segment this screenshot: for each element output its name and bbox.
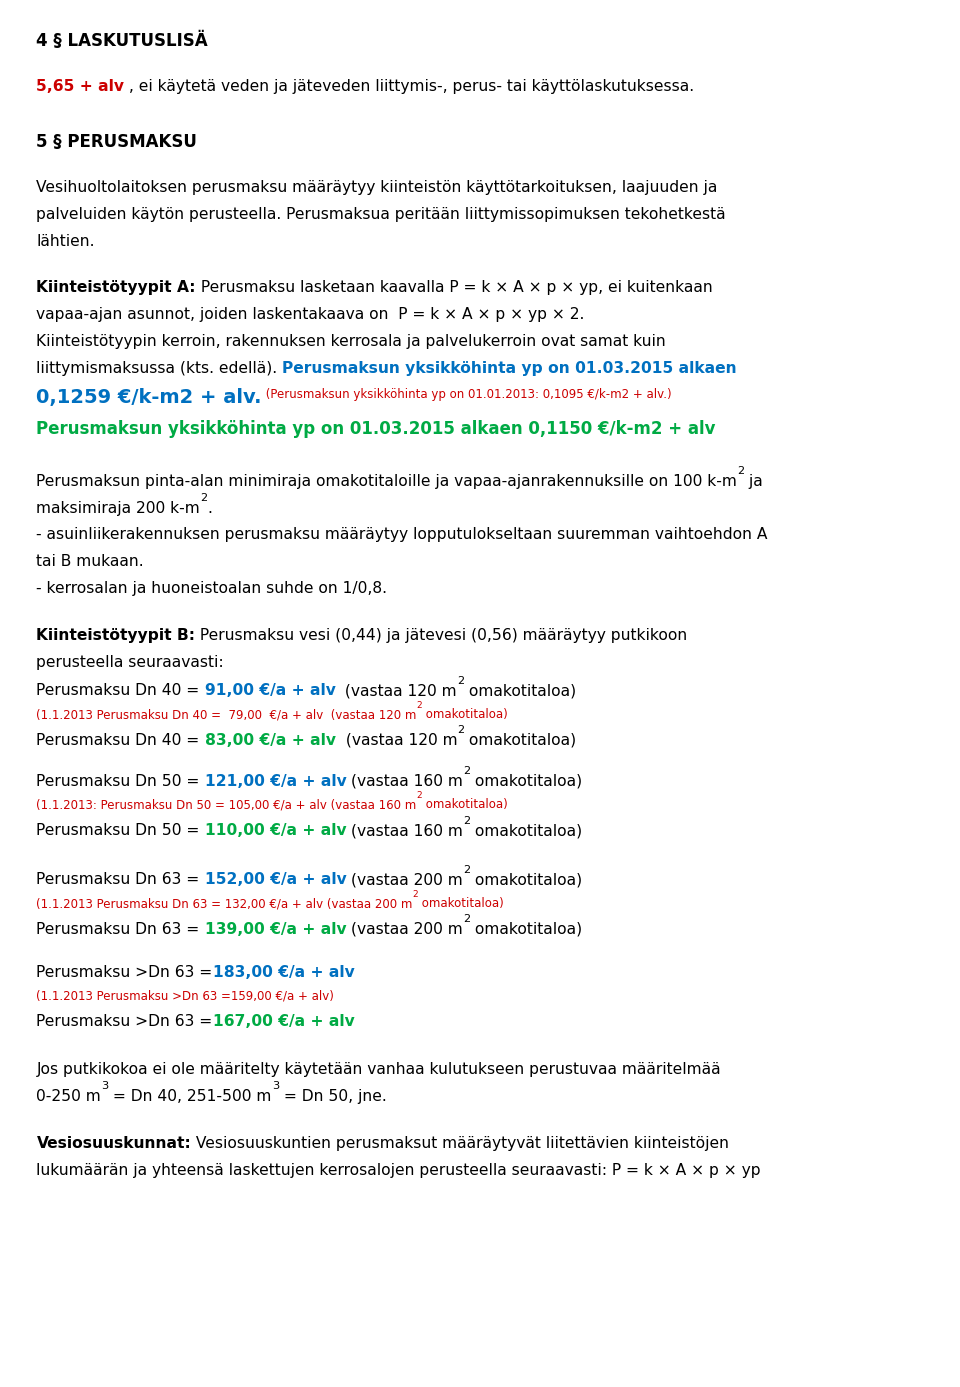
- Text: Perusmaksu >Dn 63 =: Perusmaksu >Dn 63 =: [36, 1014, 213, 1029]
- Text: (vastaa 120 m: (vastaa 120 m: [336, 732, 457, 748]
- Text: Perusmaksun yksikköhinta yp on 01.03.2015 alkaen: Perusmaksun yksikköhinta yp on 01.03.201…: [282, 361, 737, 376]
- Text: 83,00 €/a + alv: 83,00 €/a + alv: [204, 732, 336, 748]
- Text: 152,00 €/a + alv: 152,00 €/a + alv: [204, 872, 347, 888]
- Text: Perusmaksu Dn 63 =: Perusmaksu Dn 63 =: [36, 922, 204, 938]
- Text: (vastaa 200 m: (vastaa 200 m: [347, 922, 463, 938]
- Text: Perusmaksu Dn 63 =: Perusmaksu Dn 63 =: [36, 872, 204, 888]
- Text: 5,65 + alv: 5,65 + alv: [36, 79, 125, 94]
- Text: 91,00 €/a + alv: 91,00 €/a + alv: [204, 684, 335, 698]
- Text: Perusmaksu Dn 50 =: Perusmaksu Dn 50 =: [36, 822, 204, 838]
- Text: (vastaa 200 m: (vastaa 200 m: [347, 872, 463, 888]
- Text: , ei käytetä veden ja jäteveden liittymis-, perus- tai käyttölaskutuksessa.: , ei käytetä veden ja jäteveden liittymi…: [125, 79, 695, 94]
- Text: 110,00 €/a + alv: 110,00 €/a + alv: [204, 822, 347, 838]
- Text: Perusmaksun yksikköhinta yp on 01.03.2015 alkaen 0,1150 €/k-m2 + alv: Perusmaksun yksikköhinta yp on 01.03.201…: [36, 420, 716, 438]
- Text: (1.1.2013: Perusmaksu Dn 50 = 105,00 €/a + alv (vastaa 160 m: (1.1.2013: Perusmaksu Dn 50 = 105,00 €/a…: [36, 799, 417, 811]
- Text: = Dn 50, jne.: = Dn 50, jne.: [279, 1089, 387, 1104]
- Text: 2: 2: [463, 914, 470, 924]
- Text: 2: 2: [457, 675, 465, 685]
- Text: liittymismaksussa (kts. edellä).: liittymismaksussa (kts. edellä).: [36, 361, 282, 376]
- Text: 183,00 €/a + alv: 183,00 €/a + alv: [213, 965, 354, 981]
- Text: Vesiosuuskuntien perusmaksut määräytyvät liitettävien kiinteistöjen: Vesiosuuskuntien perusmaksut määräytyvät…: [191, 1136, 730, 1151]
- Text: omakotitaloa): omakotitaloa): [470, 922, 582, 938]
- Text: omakotitaloa): omakotitaloa): [422, 707, 508, 721]
- Text: ja: ja: [745, 474, 763, 488]
- Text: (1.1.2013 Perusmaksu >Dn 63 =159,00 €/a + alv): (1.1.2013 Perusmaksu >Dn 63 =159,00 €/a …: [36, 990, 334, 1003]
- Text: 121,00 €/a + alv: 121,00 €/a + alv: [204, 774, 347, 789]
- Text: (Perusmaksun yksikköhinta yp on 01.01.2013: 0,1095 €/k-m2 + alv.): (Perusmaksun yksikköhinta yp on 01.01.20…: [262, 388, 672, 401]
- Text: Perusmaksu Dn 50 =: Perusmaksu Dn 50 =: [36, 774, 204, 789]
- Text: Kiinteistötyypit B:: Kiinteistötyypit B:: [36, 628, 196, 644]
- Text: Vesihuoltolaitoksen perusmaksu määräytyy kiinteistön käyttötarkoituksen, laajuud: Vesihuoltolaitoksen perusmaksu määräytyy…: [36, 180, 718, 196]
- Text: omakotitaloa): omakotitaloa): [419, 897, 504, 910]
- Text: omakotitaloa): omakotitaloa): [422, 799, 508, 811]
- Text: 2: 2: [417, 791, 422, 800]
- Text: omakotitaloa): omakotitaloa): [465, 684, 576, 698]
- Text: (1.1.2013 Perusmaksu Dn 40 =  79,00  €/a + alv  (vastaa 120 m: (1.1.2013 Perusmaksu Dn 40 = 79,00 €/a +…: [36, 707, 417, 721]
- Text: omakotitaloa): omakotitaloa): [470, 872, 583, 888]
- Text: Perusmaksu Dn 40 =: Perusmaksu Dn 40 =: [36, 684, 204, 698]
- Text: omakotitaloa): omakotitaloa): [465, 732, 576, 748]
- Text: (vastaa 120 m: (vastaa 120 m: [335, 684, 457, 698]
- Text: 4 § LASKUTUSLISÄ: 4 § LASKUTUSLISÄ: [36, 32, 208, 50]
- Text: 2: 2: [201, 492, 207, 503]
- Text: palveluiden käytön perusteella. Perusmaksua peritään liittymissopimuksen tekohet: palveluiden käytön perusteella. Perusmak…: [36, 207, 726, 222]
- Text: (vastaa 160 m: (vastaa 160 m: [347, 822, 464, 838]
- Text: lähtien.: lähtien.: [36, 234, 95, 250]
- Text: (1.1.2013 Perusmaksu Dn 63 = 132,00 €/a + alv (vastaa 200 m: (1.1.2013 Perusmaksu Dn 63 = 132,00 €/a …: [36, 897, 413, 910]
- Text: 139,00 €/a + alv: 139,00 €/a + alv: [204, 922, 347, 938]
- Text: (vastaa 160 m: (vastaa 160 m: [347, 774, 464, 789]
- Text: 2: 2: [417, 700, 422, 710]
- Text: lukumäärän ja yhteensä laskettujen kerrosalojen perusteella seuraavasti: P = k ×: lukumäärän ja yhteensä laskettujen kerro…: [36, 1162, 761, 1178]
- Text: 2: 2: [464, 766, 470, 777]
- Text: 5 § PERUSMAKSU: 5 § PERUSMAKSU: [36, 133, 198, 151]
- Text: Perusmaksu lasketaan kaavalla P = k × A × p × yp, ei kuitenkaan: Perusmaksu lasketaan kaavalla P = k × A …: [196, 280, 712, 295]
- Text: vapaa-ajan asunnot, joiden laskentakaava on  P = k × A × p × yp × 2.: vapaa-ajan asunnot, joiden laskentakaava…: [36, 307, 585, 322]
- Text: 2: 2: [737, 466, 745, 476]
- Text: omakotitaloa): omakotitaloa): [470, 822, 583, 838]
- Text: 2: 2: [463, 865, 470, 875]
- Text: perusteella seuraavasti:: perusteella seuraavasti:: [36, 656, 224, 670]
- Text: 0-250 m: 0-250 m: [36, 1089, 101, 1104]
- Text: omakotitaloa): omakotitaloa): [470, 774, 583, 789]
- Text: tai B mukaan.: tai B mukaan.: [36, 555, 144, 569]
- Text: Kiinteistötyypit A:: Kiinteistötyypit A:: [36, 280, 196, 295]
- Text: 2: 2: [413, 889, 419, 899]
- Text: - asuinliikerakennuksen perusmaksu määräytyy lopputulokseltaan suuremman vaihtoe: - asuinliikerakennuksen perusmaksu määrä…: [36, 527, 768, 542]
- Text: Perusmaksu vesi (0,44) ja jätevesi (0,56) määräytyy putkikoon: Perusmaksu vesi (0,44) ja jätevesi (0,56…: [196, 628, 687, 644]
- Text: 167,00 €/a + alv: 167,00 €/a + alv: [213, 1014, 354, 1029]
- Text: maksimiraja 200 k-m: maksimiraja 200 k-m: [36, 501, 201, 516]
- Text: Jos putkikokoa ei ole määritelty käytetään vanhaa kulutukseen perustuvaa määrite: Jos putkikokoa ei ole määritelty käytetä…: [36, 1061, 721, 1076]
- Text: Perusmaksun pinta-alan minimiraja omakotitaloille ja vapaa-ajanrakennuksille on : Perusmaksun pinta-alan minimiraja omakot…: [36, 474, 737, 488]
- Text: = Dn 40, 251-500 m: = Dn 40, 251-500 m: [108, 1089, 272, 1104]
- Text: 0,1259 €/k-m2 + alv.: 0,1259 €/k-m2 + alv.: [36, 388, 262, 406]
- Text: Perusmaksu >Dn 63 =: Perusmaksu >Dn 63 =: [36, 965, 213, 981]
- Text: 3: 3: [101, 1080, 108, 1092]
- Text: 2: 2: [464, 816, 470, 825]
- Text: Kiinteistötyypin kerroin, rakennuksen kerrosala ja palvelukerroin ovat samat kui: Kiinteistötyypin kerroin, rakennuksen ke…: [36, 334, 666, 350]
- Text: Perusmaksu Dn 40 =: Perusmaksu Dn 40 =: [36, 732, 204, 748]
- Text: Vesiosuuskunnat:: Vesiosuuskunnat:: [36, 1136, 191, 1151]
- Text: - kerrosalan ja huoneistoalan suhde on 1/0,8.: - kerrosalan ja huoneistoalan suhde on 1…: [36, 581, 388, 596]
- Text: .: .: [207, 501, 212, 516]
- Text: 3: 3: [272, 1080, 279, 1092]
- Text: 2: 2: [457, 725, 465, 735]
